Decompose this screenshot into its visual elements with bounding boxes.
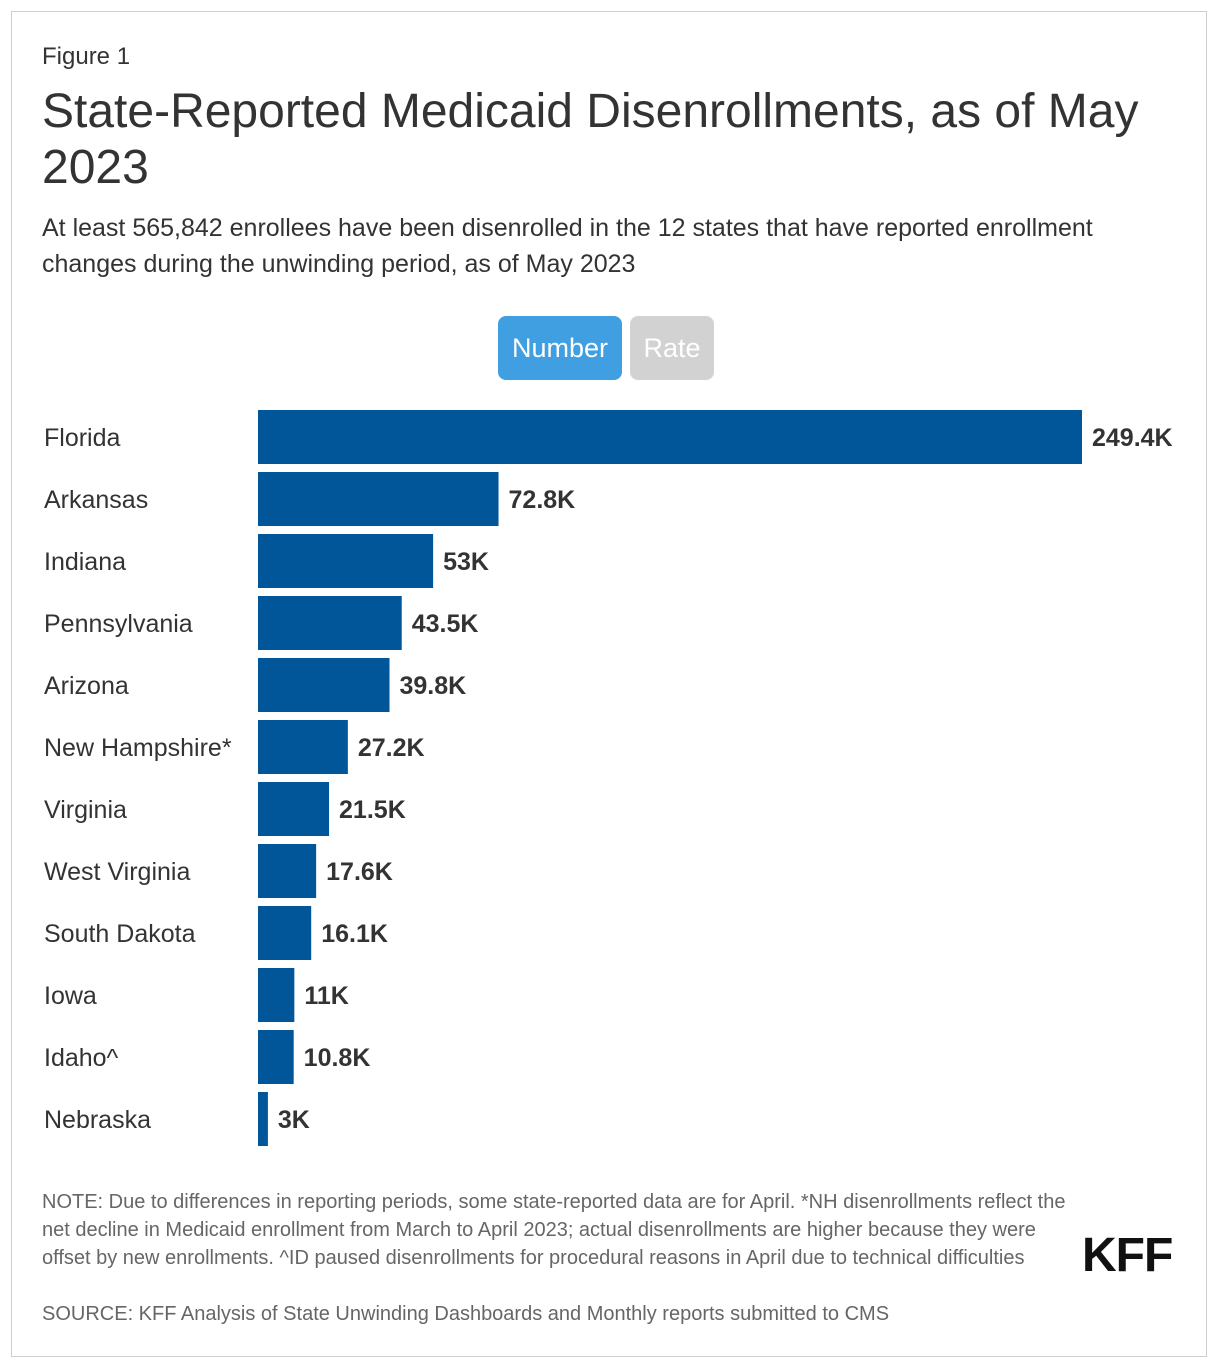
category-label: South Dakota (44, 920, 196, 948)
chart-source: SOURCE: KFF Analysis of State Unwinding … (42, 1303, 890, 1325)
bar[interactable] (258, 410, 1082, 464)
bar[interactable] (258, 906, 312, 960)
number-toggle-button[interactable]: Number (498, 316, 622, 380)
category-label: West Virginia (44, 858, 190, 886)
bar[interactable] (258, 658, 390, 712)
bar[interactable] (258, 1092, 268, 1146)
rate-toggle-button[interactable]: Rate (630, 316, 714, 380)
kff-logo: KFF (1082, 1229, 1173, 1282)
bar[interactable] (258, 844, 317, 898)
metric-toggle-group: Number Rate (498, 316, 714, 380)
figure-frame (11, 11, 1207, 1357)
category-label: Iowa (44, 982, 97, 1010)
category-label: New Hampshire* (44, 734, 232, 762)
bar[interactable] (258, 472, 499, 526)
data-label: 11K (304, 982, 348, 1010)
bar-chart: Florida 249.4K Arkansas 72.8K Indiana 53K Penn… (44, 410, 1173, 1146)
data-label: 39.8K (399, 672, 466, 700)
data-label: 53K (443, 548, 489, 576)
data-label: 21.5K (339, 796, 406, 824)
data-label: 72.8K (509, 486, 576, 514)
category-label: Arizona (44, 672, 129, 700)
bar[interactable] (258, 534, 434, 588)
category-label: Nebraska (44, 1106, 151, 1134)
bar[interactable] (258, 596, 402, 650)
data-label: 17.6K (326, 858, 393, 886)
category-label: Florida (44, 424, 121, 452)
chart-title: State-Reported Medicaid Disenrollments, … (42, 85, 1139, 194)
data-label: 3K (278, 1106, 310, 1134)
data-label: 16.1K (321, 920, 388, 948)
data-label: 27.2K (358, 734, 425, 762)
category-label: Idaho^ (44, 1044, 119, 1072)
data-label: 249.4K (1092, 424, 1173, 452)
category-label: Virginia (44, 796, 127, 824)
figure-label: Figure 1 (42, 43, 131, 70)
chart-subtitle: At least 565,842 enrollees have been dis… (42, 214, 1093, 278)
bar[interactable] (258, 782, 330, 836)
bar[interactable] (258, 1030, 294, 1084)
data-label: 10.8K (304, 1044, 371, 1072)
bar[interactable] (258, 720, 348, 774)
bar[interactable] (258, 968, 295, 1022)
chart-note: NOTE: Due to differences in reporting pe… (42, 1191, 1066, 1269)
category-label: Pennsylvania (44, 610, 193, 638)
data-label: 43.5K (412, 610, 479, 638)
category-label: Indiana (44, 548, 126, 576)
category-label: Arkansas (44, 486, 148, 514)
